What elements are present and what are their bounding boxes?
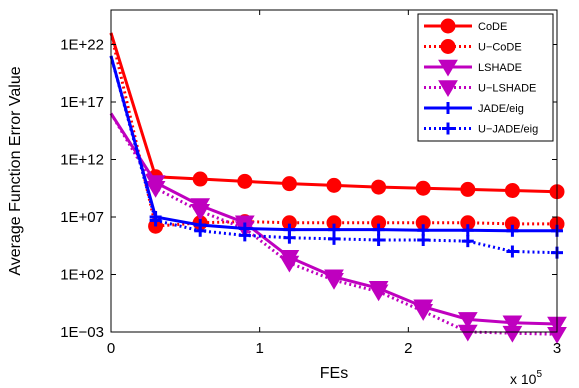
y-axis: 1E−03 1E+02 1E+07 1E+12 1E+17 1E+22: [60, 37, 557, 341]
legend-label: CoDE: [478, 21, 507, 33]
series-u-lshade: [109, 112, 567, 344]
legend-marker: [442, 102, 454, 114]
y-axis-title: Average Function Error Value: [7, 66, 24, 275]
data-point: [149, 214, 162, 227]
data-point: [326, 177, 342, 193]
data-point: [506, 224, 519, 237]
data-point: [413, 304, 434, 321]
data-point: [457, 324, 478, 342]
legend-entry: U−JADE/eig: [424, 122, 538, 136]
legend-label: U−JADE/eig: [478, 124, 538, 136]
data-point: [237, 173, 253, 189]
data-point: [238, 229, 251, 242]
x-axis-multiplier: x 105: [510, 369, 542, 387]
y-tick-label: 1E+12: [60, 152, 104, 169]
data-point: [457, 312, 478, 329]
axes-frame: [110, 9, 558, 333]
y-tick-label: 1E+02: [60, 267, 104, 284]
y-tick-label: 1E−03: [60, 324, 104, 341]
data-point: [504, 183, 520, 199]
data-point: [194, 224, 207, 237]
x-tick-label: 3: [553, 340, 561, 357]
data-point: [368, 284, 389, 302]
legend-marker: [440, 18, 456, 34]
data-point: [281, 176, 297, 192]
legend-marker: [442, 122, 454, 135]
data-point: [283, 231, 296, 244]
data-point: [371, 179, 387, 195]
legend-entry: JADE/eig: [424, 102, 524, 115]
legend-marker: [440, 39, 456, 54]
data-point: [190, 204, 211, 221]
data-point: [502, 315, 523, 333]
legend-entry: U−LSHADE: [424, 80, 536, 98]
legend-marker: [438, 80, 458, 98]
series-u-jade-eig: [109, 55, 563, 259]
data-point: [192, 171, 208, 187]
data-point: [324, 273, 344, 290]
data-point: [461, 224, 474, 237]
data-point: [372, 234, 385, 246]
data-point: [502, 325, 523, 343]
legend-entry: LSHADE: [424, 59, 522, 77]
legend-label: U−CoDE: [478, 42, 522, 54]
data-point: [372, 223, 385, 236]
data-point: [279, 255, 300, 273]
legend: CoDE U−CoDE LSHADE U−LSHADE JADE/eig U−JADE/e…: [417, 13, 554, 142]
data-point: [417, 234, 430, 246]
x-tick-label: 1: [255, 340, 263, 357]
legend-entry: U−CoDE: [424, 39, 522, 54]
data-point: [145, 181, 166, 198]
legend-entry: CoDE: [424, 18, 507, 34]
series-code: [109, 32, 565, 200]
legend-label: LSHADE: [478, 62, 522, 74]
y-tick-label: 1E+22: [60, 37, 104, 54]
x-tick-label: 2: [404, 340, 412, 357]
data-point: [328, 232, 340, 245]
data-point: [506, 245, 519, 258]
legend-label: U−LSHADE: [478, 83, 536, 95]
x-axis-title: FEs: [320, 365, 348, 382]
legend-label: JADE/eig: [478, 103, 524, 115]
legend-box: [417, 13, 554, 142]
y-tick-label: 1E+17: [60, 94, 104, 111]
data-point: [415, 180, 431, 196]
legend-marker: [438, 59, 458, 77]
x-tick-label: 0: [107, 340, 115, 357]
series-line: [109, 112, 558, 336]
data-point: [461, 235, 474, 248]
y-tick-label: 1E+07: [60, 209, 104, 226]
data-point: [460, 181, 476, 197]
